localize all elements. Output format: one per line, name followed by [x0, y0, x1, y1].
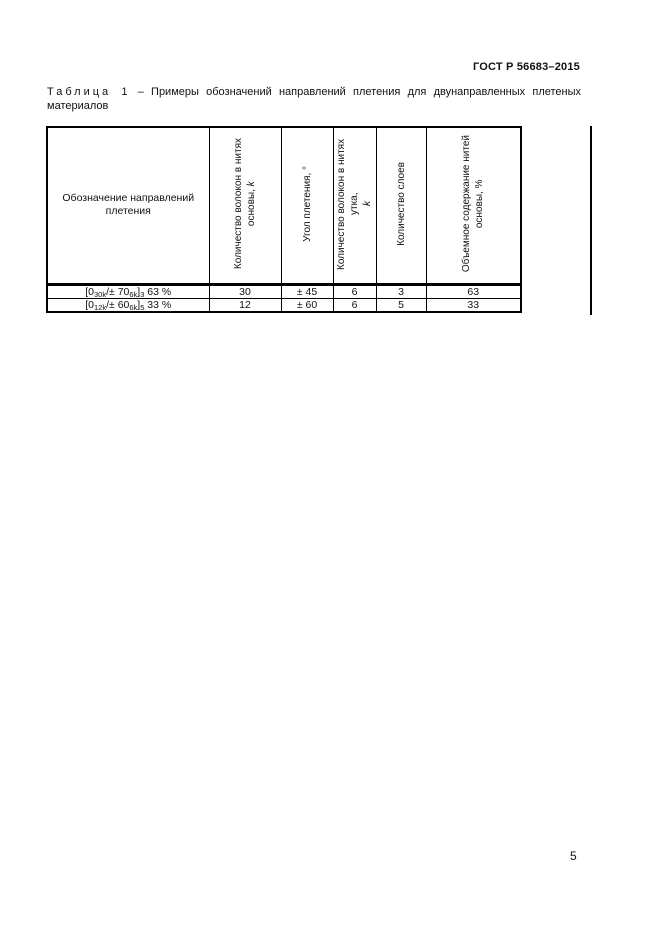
col-header-layers: Количество слоев [375, 126, 427, 286]
table-body: [030k/± 706k]3 63 % 30 ± 45 6 3 63 [012k… [46, 283, 522, 312]
table-caption-text: Примеры обозначений направлений плетения… [47, 86, 582, 112]
cell-weft-fibers: 6 [332, 283, 377, 299]
braiding-designations-table: Обозначение направлений плетения Количес… [46, 126, 522, 313]
table-caption: Таблица 1 – Примеры обозначений направле… [47, 86, 581, 113]
cell-designation: [030k/± 706k]3 63 % [46, 283, 210, 299]
col-header-warp-fibers: Количество волокон в нитях основы, k [208, 126, 282, 286]
cell-volume-content: 63 [425, 283, 522, 299]
cell-warp-fibers: 30 [208, 283, 282, 299]
col-header-volume-content: Объемное содержание нитей основы, % [425, 126, 522, 286]
table-row: [012k/± 606k]5 33 % 12 ± 60 6 5 33 [46, 297, 522, 312]
table-row: [030k/± 706k]3 63 % 30 ± 45 6 3 63 [46, 283, 522, 299]
col-header-warp-fibers-label: Количество волокон в нитях основы, k [233, 138, 257, 270]
doc-number-header: ГОСТ Р 56683–2015 [472, 61, 580, 73]
col-header-braid-angle-label: Угол плетения, ° [301, 165, 313, 242]
change-bar [590, 126, 592, 315]
cell-warp-fibers: 12 [208, 297, 282, 312]
col-header-designation: Обозначение направлений плетения [46, 126, 210, 286]
cell-weft-fibers: 6 [332, 297, 377, 312]
table-caption-separator: – [137, 86, 144, 98]
cell-designation: [012k/± 606k]5 33 % [46, 297, 210, 312]
cell-volume-content: 33 [425, 297, 522, 312]
page-number: 5 [570, 849, 577, 863]
cell-layers: 5 [375, 297, 427, 312]
col-header-volume-content-label: Объемное содержание нитей основы, % [461, 135, 486, 273]
cell-braid-angle: ± 60 [280, 297, 334, 312]
col-header-weft-fibers-label: Количество волокон в нитях утка, k [336, 138, 373, 270]
table-header-row: Обозначение направлений плетения Количес… [46, 126, 522, 286]
col-header-weft-fibers: Количество волокон в нитях утка, k [332, 126, 377, 286]
cell-layers: 3 [375, 283, 427, 299]
table-caption-label: Таблица 1 [47, 86, 131, 98]
col-header-braid-angle: Угол плетения, ° [280, 126, 334, 286]
col-header-layers-label: Количество слоев [395, 161, 407, 246]
col-header-designation-label: Обозначение направлений плетения [62, 192, 195, 218]
cell-braid-angle: ± 45 [280, 283, 334, 299]
table-header: Обозначение направлений плетения Количес… [46, 126, 522, 286]
